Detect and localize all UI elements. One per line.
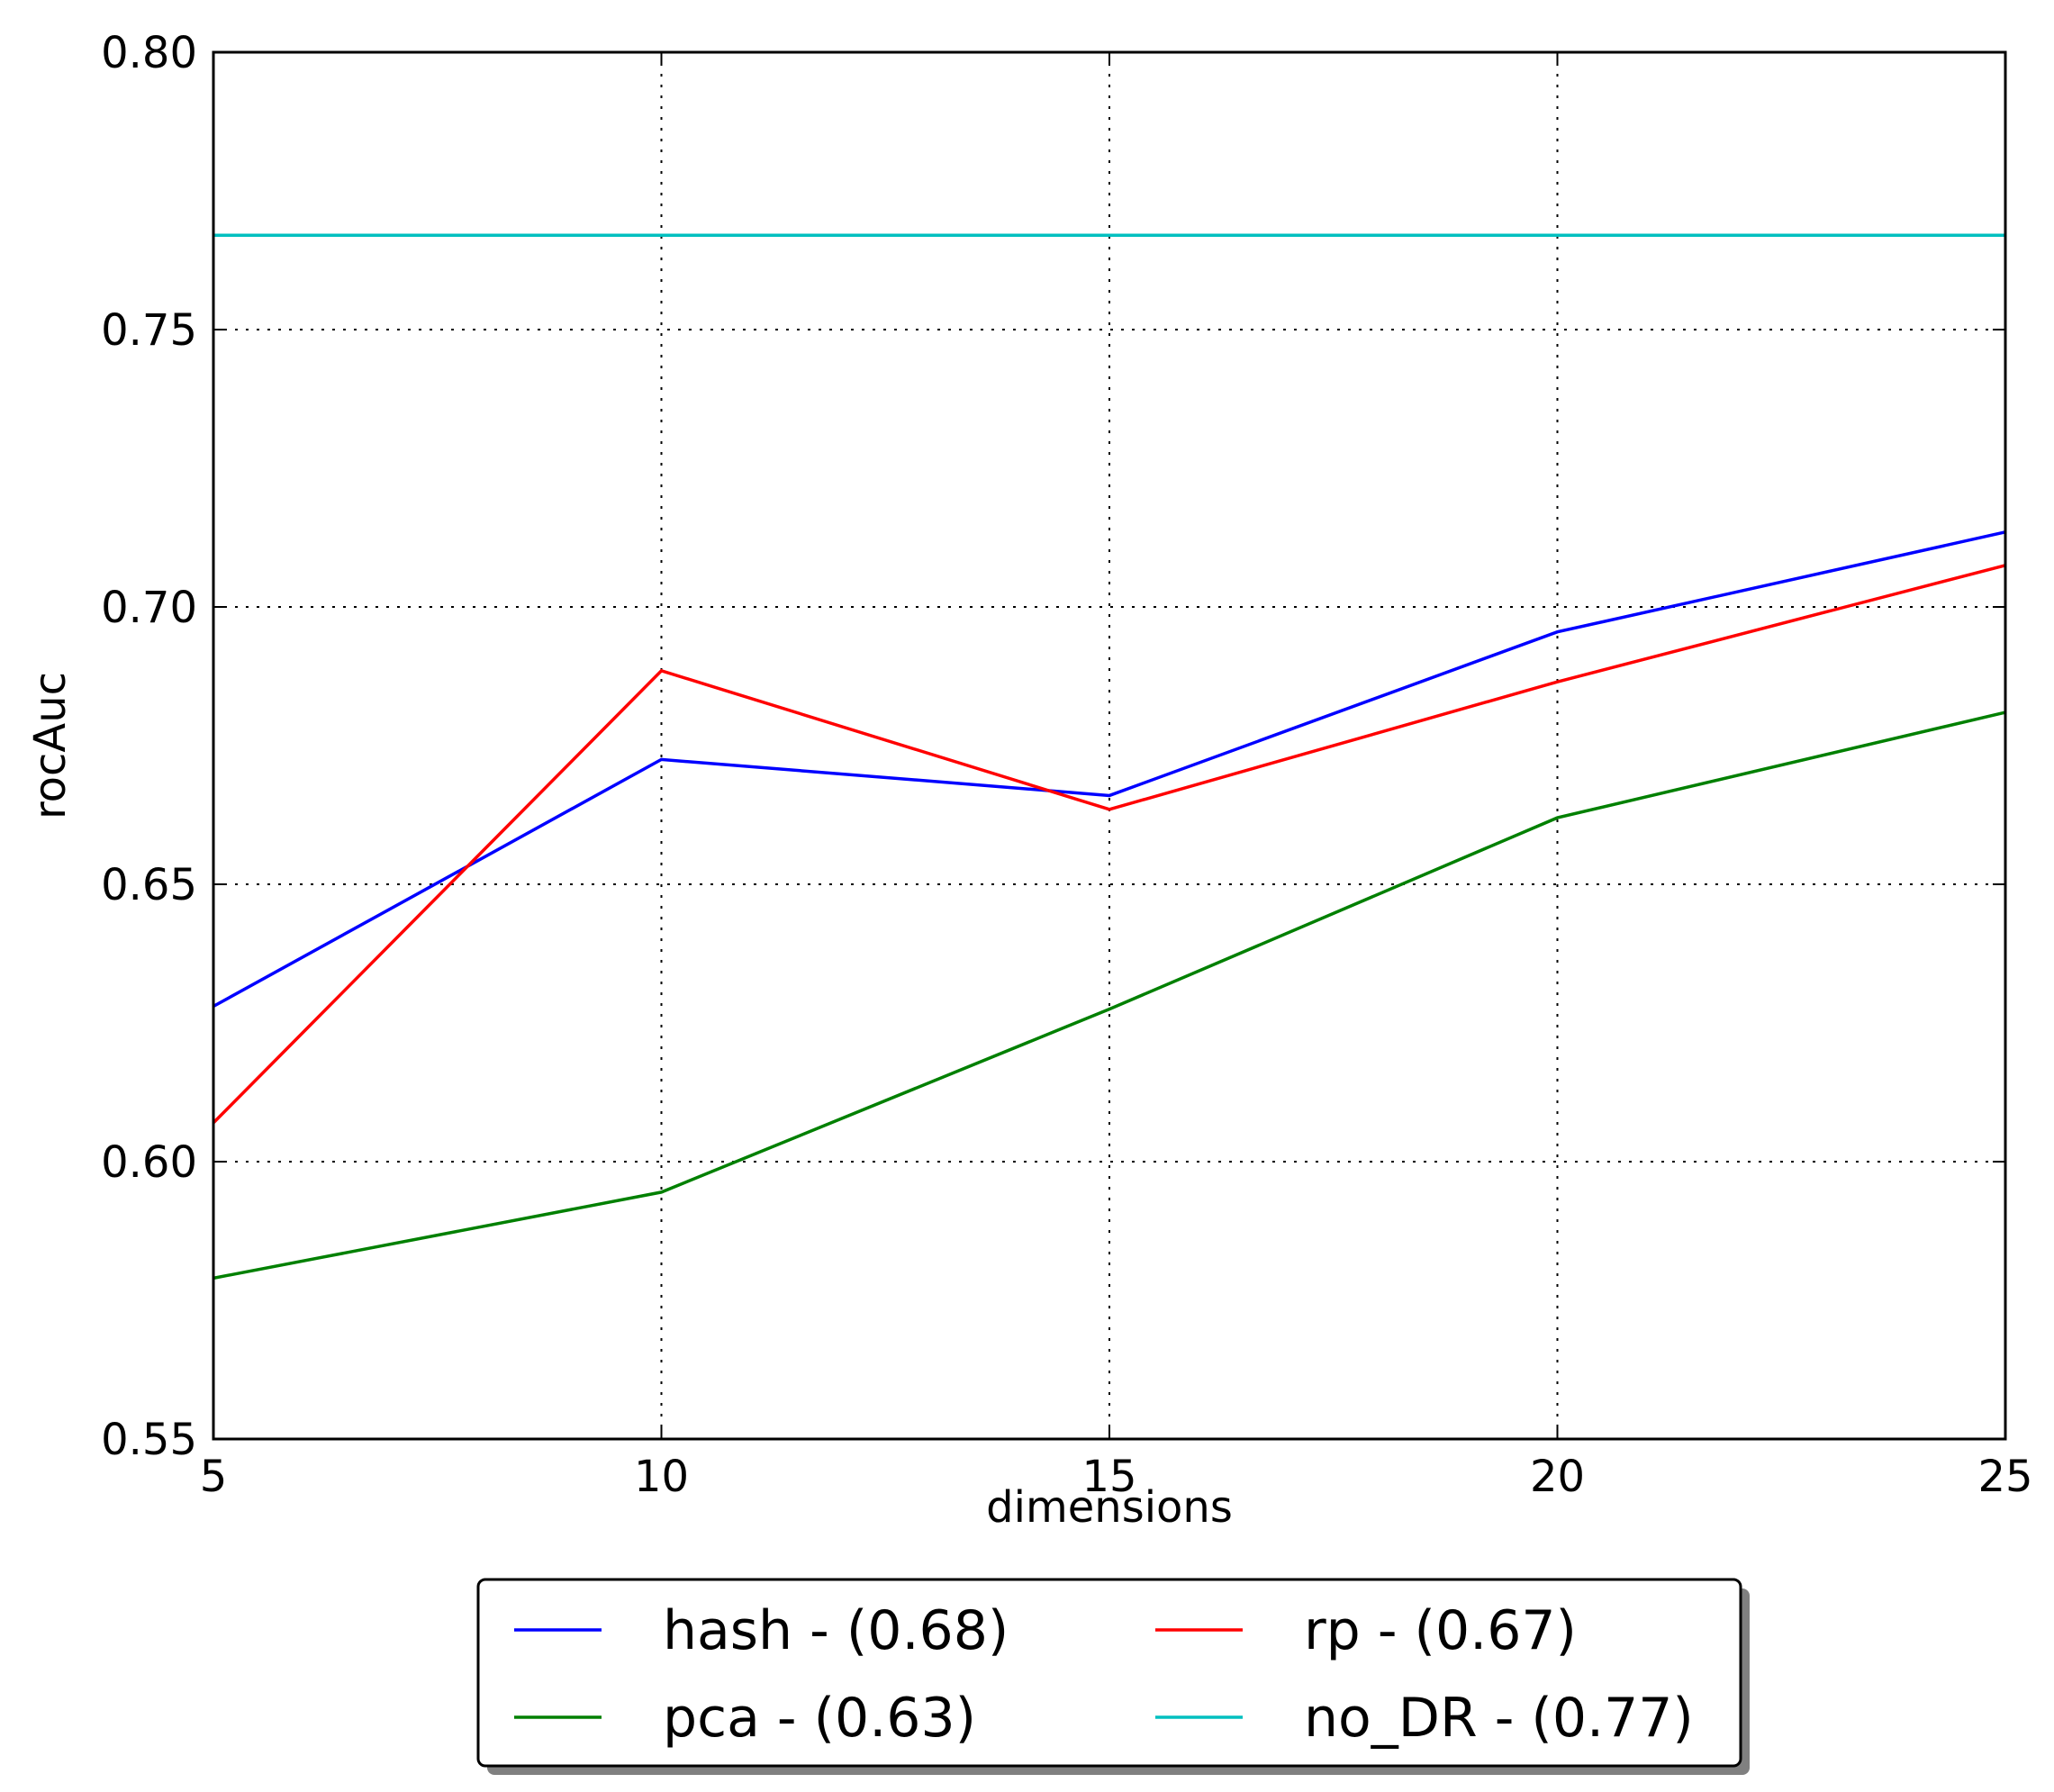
y-tick-label: 0.70 [101,583,197,633]
x-tick-label: 20 [1530,1452,1585,1502]
series-line-0 [213,530,2006,1009]
y-tick-label: 0.75 [101,305,197,356]
y-tick-label: 0.80 [101,28,197,78]
series-line-1 [212,564,2006,1125]
axis-ticks: 5 10 15 20 25 0.55 0.60 0.65 0.70 0.75 0.80 [101,28,2032,1502]
legend-label-3: no_DR - (0.77) [1304,1687,1694,1750]
y-tick-label: 0.55 [101,1415,197,1465]
y-tick-label: 0.60 [101,1137,197,1188]
legend-entries: hash - (0.68) rp - (0.67) pca - (0.63) no_D… [514,1599,1694,1750]
legend: hash - (0.68) rp - (0.67) pca - (0.63) no_D… [476,1578,1750,1775]
series-lines [212,233,2006,1281]
y-tick-label: 0.65 [101,860,197,910]
x-tick-label: 15 [1081,1452,1136,1502]
legend-label-1: rp - (0.67) [1304,1599,1577,1662]
legend-box [476,1578,1742,1768]
x-axis-title: dimensions [986,1482,1233,1533]
series-line-2 [213,710,2006,1281]
x-tick-label: 25 [1977,1452,2032,1502]
x-tick-label: 5 [200,1452,228,1502]
x-tick-label: 10 [634,1452,689,1502]
legend-label-0: hash - (0.68) [663,1599,1009,1662]
y-axis-title: rocAuc [25,672,76,819]
grid [213,52,2005,1439]
legend-label-2: pca - (0.63) [663,1687,976,1750]
